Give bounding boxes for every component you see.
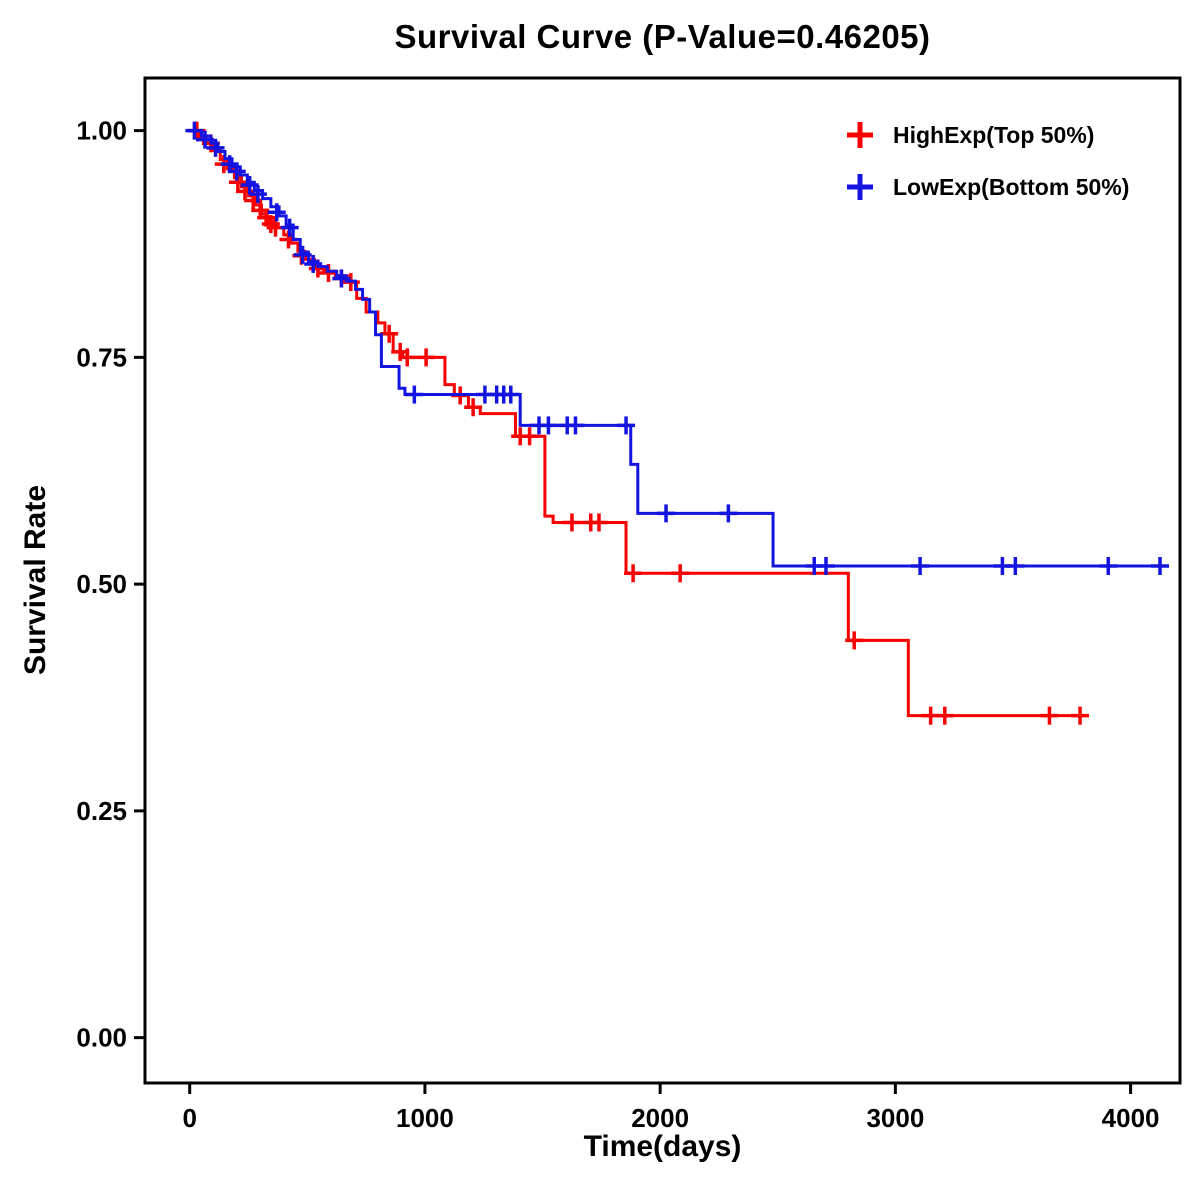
x-tick-label: 1000	[396, 1103, 454, 1133]
y-tick-label: 0.25	[76, 796, 127, 826]
y-tick-label: 0.75	[76, 342, 127, 372]
y-tick-label: 0.00	[76, 1023, 127, 1053]
x-axis-title: Time(days)	[583, 1130, 742, 1163]
y-tick-label: 1.00	[76, 116, 127, 146]
legend-label-lowexp: LowExp(Bottom 50%)	[893, 173, 1130, 200]
plus-marker-icon	[847, 174, 873, 200]
x-tick-label: 0	[182, 1103, 196, 1133]
legend: HighExp(Top 50%) LowExp(Bottom 50%)	[843, 118, 1129, 204]
y-tick-label: 0.50	[76, 569, 127, 599]
series-line-0	[189, 129, 1084, 718]
chart-title: Survival Curve (P-Value=0.46205)	[394, 18, 931, 55]
legend-item-lowexp: LowExp(Bottom 50%)	[843, 170, 1129, 204]
plus-marker-icon	[847, 122, 873, 148]
legend-item-highexp: HighExp(Top 50%)	[843, 118, 1129, 152]
plot-frame	[143, 76, 1182, 1085]
x-tick-label: 3000	[866, 1103, 924, 1133]
x-tick-label: 2000	[631, 1103, 689, 1133]
x-tick-label: 4000	[1102, 1103, 1160, 1133]
legend-label-highexp: HighExp(Top 50%)	[893, 121, 1095, 148]
y-axis-title: Survival Rate	[19, 484, 52, 676]
